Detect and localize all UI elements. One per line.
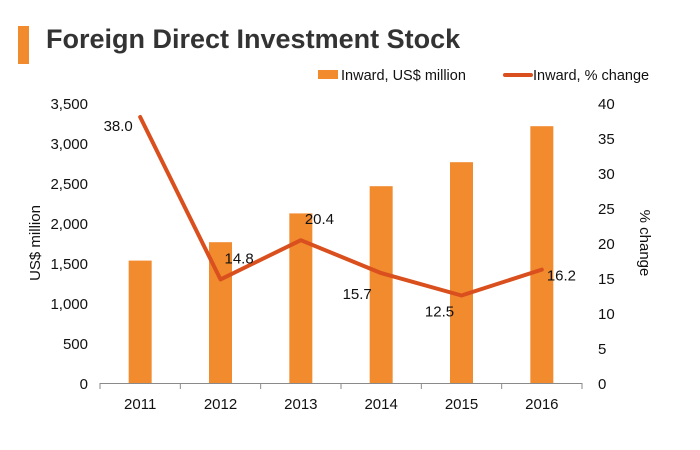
y-tick-label-left: 2,500 [50, 176, 88, 193]
y-tick-label-left: 1,000 [50, 296, 88, 313]
y-tick-label-right: 40 [598, 96, 615, 113]
bar-2014 [369, 186, 393, 383]
y-tick-label-right: 0 [598, 376, 606, 393]
bar-2013 [289, 213, 313, 383]
line-data-label-2014: 15.7 [343, 286, 372, 303]
y-tick-label-right: 20 [598, 236, 615, 253]
y-tick-label-left: 1,500 [50, 256, 88, 273]
y-tick-label-left: 3,500 [50, 96, 88, 113]
y-axis-title-left: US$ million [27, 205, 44, 281]
y-tick-label-right: 25 [598, 201, 615, 218]
y-tick-label-right: 10 [598, 306, 615, 323]
legend-label-line: Inward, % change [533, 68, 649, 84]
y-tick-label-right: 5 [598, 341, 606, 358]
y-tick-label-left: 2,000 [50, 216, 88, 233]
legend-label-bar: Inward, US$ million [341, 68, 466, 84]
line-data-label-2011: 38.0 [104, 118, 133, 135]
y-axis-title-right: % change [636, 210, 653, 277]
y-tick-label-left: 3,000 [50, 136, 88, 153]
x-tick-label-2011: 2011 [124, 396, 156, 413]
bar-2011 [128, 260, 152, 383]
line-data-label-2013: 20.4 [305, 211, 334, 228]
line-data-label-2016: 16.2 [547, 268, 576, 285]
y-tick-label-left: 500 [63, 336, 88, 353]
y-tick-label-left: 0 [80, 376, 88, 393]
chart-title: Foreign Direct Investment Stock [46, 24, 461, 54]
y-tick-label-right: 15 [598, 271, 615, 288]
line-series-pct-change [138, 115, 544, 298]
y-tick-label-right: 35 [598, 131, 615, 148]
x-tick-label-2016: 2016 [525, 396, 558, 413]
bar-2015 [450, 162, 473, 383]
x-tick-label-2015: 2015 [445, 396, 478, 413]
bar-2016 [530, 126, 554, 383]
x-tick-label-2012: 2012 [204, 396, 237, 413]
title-accent-bar [18, 26, 29, 64]
legend-swatch-bar [318, 70, 338, 79]
line-data-label-2015: 12.5 [425, 304, 454, 321]
x-tick-label-2014: 2014 [364, 396, 397, 413]
y-tick-label-right: 30 [598, 166, 615, 183]
line-data-label-2012: 14.8 [225, 250, 254, 267]
x-tick-label-2013: 2013 [284, 396, 317, 413]
